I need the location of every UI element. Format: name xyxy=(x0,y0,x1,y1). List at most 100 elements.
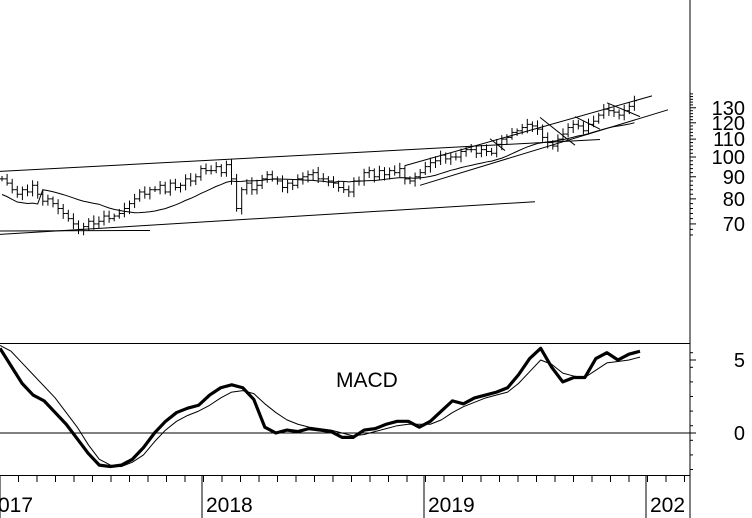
ohlc-bar xyxy=(453,152,459,161)
ohlc-bar xyxy=(290,179,296,190)
ohlc-bar xyxy=(606,103,612,116)
macd-panel xyxy=(0,344,690,469)
ohlc-bar xyxy=(106,210,112,223)
ohlc-bar xyxy=(264,171,270,183)
ohlc-bar xyxy=(341,181,347,194)
correction-line xyxy=(489,138,506,151)
ohlc-bar xyxy=(183,174,189,191)
ohlc-bar xyxy=(229,159,234,185)
y-tick-label: 110 xyxy=(713,129,745,151)
ohlc-bar xyxy=(387,167,393,180)
ohlc-bar xyxy=(397,162,403,178)
ohlc-bar xyxy=(234,173,240,212)
ohlc-bar xyxy=(427,157,433,173)
ohlc-bar xyxy=(172,178,178,191)
ohlc-bar xyxy=(325,176,331,187)
moving-average-line xyxy=(1,122,635,214)
ohlc-bar xyxy=(111,213,117,222)
lower-trendline xyxy=(0,201,536,235)
ohlc-bar xyxy=(376,165,382,181)
ohlc-bar xyxy=(239,187,245,215)
ohlc-bar xyxy=(0,175,5,182)
ohlc-bar xyxy=(422,161,428,176)
ohlc-bar xyxy=(611,107,617,117)
ohlc-bar xyxy=(274,176,280,185)
resistance-trendline xyxy=(0,138,601,172)
ohlc-bar xyxy=(152,186,158,193)
correction-line xyxy=(539,117,576,146)
ohlc-bar xyxy=(596,112,602,124)
ohlc-bar xyxy=(484,144,489,157)
ohlc-bar xyxy=(280,175,285,193)
ohlc-bar xyxy=(438,150,444,165)
ohlc-bar xyxy=(412,172,418,187)
ohlc-bar xyxy=(45,194,51,206)
ohlc-bar xyxy=(494,138,500,158)
macd-line xyxy=(0,346,641,469)
ohlc-bar xyxy=(40,190,46,206)
ohlc-bar xyxy=(132,193,138,209)
ohlc-bar xyxy=(535,120,540,135)
y-tick-label: 70 xyxy=(723,214,745,236)
ohlc-bar xyxy=(249,177,255,195)
macd-y-tick-label: 5 xyxy=(734,350,745,372)
support-trendline xyxy=(0,229,151,232)
x-tick-label: 017 xyxy=(0,494,33,517)
ohlc-bar xyxy=(137,189,143,202)
x-tick-label: 2018 xyxy=(206,494,253,517)
price-panel xyxy=(0,95,669,236)
ohlc-bar xyxy=(203,163,209,175)
ohlc-bar xyxy=(244,179,250,195)
ohlc-bar xyxy=(76,220,81,235)
ohlc-bar xyxy=(9,178,15,194)
ohlc-bar xyxy=(529,121,535,133)
ohlc-bar xyxy=(14,185,20,198)
ohlc-bar xyxy=(25,184,30,197)
ohlc-bar xyxy=(193,173,199,186)
ohlc-bar xyxy=(295,174,301,189)
ohlc-bar xyxy=(402,165,408,185)
ohlc-bar xyxy=(575,119,581,130)
ohlc-bar xyxy=(162,181,168,195)
y-tick-label: 130 xyxy=(712,98,745,120)
macd-y-tick-label: 0 xyxy=(734,423,745,445)
ohlc-bar xyxy=(121,202,127,218)
ohlc-bar xyxy=(223,160,229,177)
ohlc-bar xyxy=(30,180,36,197)
y-tick-label: 80 xyxy=(723,189,745,211)
ohlc-bar xyxy=(91,215,97,230)
ohlc-bar xyxy=(320,173,326,183)
ohlc-bar xyxy=(208,165,214,175)
ohlc-bar xyxy=(616,109,622,120)
ohlc-bar xyxy=(478,144,484,158)
ohlc-bar xyxy=(269,170,275,182)
correction-line xyxy=(606,102,641,118)
ohlc-bar xyxy=(96,216,102,229)
ohlc-bar xyxy=(540,124,546,142)
ohlc-bar xyxy=(468,143,474,153)
channel-lower-line xyxy=(419,109,669,186)
ohlc-bar xyxy=(361,168,367,186)
ohlc-bar xyxy=(60,203,66,219)
ohlc-bar xyxy=(167,179,173,196)
ohlc-bar xyxy=(565,123,571,138)
ohlc-bar xyxy=(514,128,520,136)
ohlc-bar xyxy=(50,196,56,208)
macd-label: MACD xyxy=(336,369,398,392)
ohlc-bar xyxy=(101,210,107,226)
correction-line xyxy=(574,116,601,130)
ohlc-bar xyxy=(35,181,41,199)
ohlc-bar xyxy=(570,120,576,134)
ohlc-bar xyxy=(448,153,454,165)
ohlc-bar xyxy=(19,186,25,201)
ohlc-bar xyxy=(178,182,183,193)
y-tick-label: 90 xyxy=(723,167,745,189)
ohlc-bar xyxy=(504,134,510,146)
ohlc-bar xyxy=(346,185,352,197)
signal-line xyxy=(0,344,641,468)
ohlc-bar xyxy=(310,169,316,181)
ohlc-bar xyxy=(254,179,260,195)
ohlc-bar xyxy=(65,209,71,222)
ohlc-bar xyxy=(300,172,306,185)
